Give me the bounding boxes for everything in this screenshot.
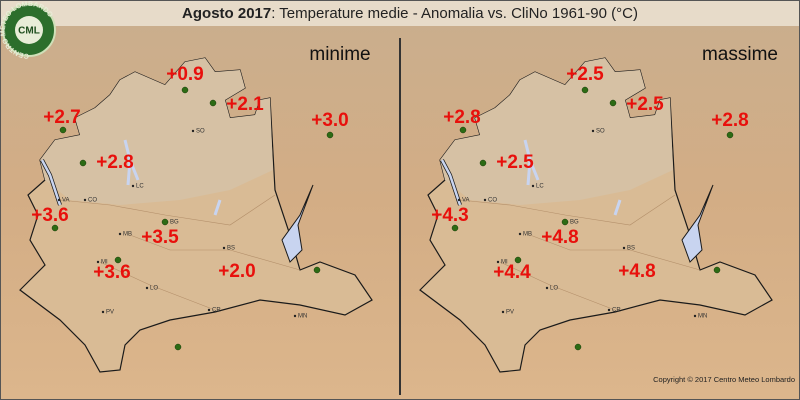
station-dot: [209, 99, 217, 107]
station-dot: [161, 218, 169, 226]
title-rest: : Temperature medie - Anomalia vs. CliNo…: [271, 5, 638, 22]
anomaly-label: +2.5: [566, 64, 604, 85]
city-label: VA: [62, 198, 70, 204]
station-dot: [51, 224, 59, 232]
city-dot: [83, 198, 87, 202]
city-dot: [545, 286, 549, 290]
station-dot: [451, 224, 459, 232]
station-dot: [114, 256, 122, 264]
anomaly-label: +2.1: [226, 94, 264, 115]
title: Agosto 2017: Temperature medie - Anomali…: [182, 5, 638, 22]
city-dot: [607, 308, 611, 312]
city-label: BS: [227, 246, 235, 252]
anomaly-label: +2.8: [443, 107, 481, 128]
anomaly-label: +3.6: [93, 262, 131, 283]
title-bold: Agosto 2017: [182, 5, 271, 22]
city-label: MB: [523, 232, 532, 238]
city-dot: [293, 314, 297, 318]
city-label: SO: [596, 129, 605, 135]
logo-center: [15, 16, 43, 44]
anomaly-label: +3.5: [141, 227, 179, 248]
city-dot: [118, 232, 122, 236]
station-dot: [726, 131, 734, 139]
city-label: PV: [106, 310, 114, 316]
city-dot: [57, 198, 61, 202]
station-dot: [713, 266, 721, 274]
station-dot: [514, 256, 522, 264]
anomaly-label: +2.8: [711, 110, 749, 131]
anomaly-label: +2.7: [43, 107, 81, 128]
city-dot: [518, 232, 522, 236]
city-label: LO: [150, 286, 158, 292]
station-dot: [79, 159, 87, 167]
city-dot: [145, 286, 149, 290]
city-label: LO: [550, 286, 558, 292]
city-label: BG: [570, 220, 579, 226]
station-dot: [181, 86, 189, 94]
city-dot: [131, 184, 135, 188]
station-dot: [574, 343, 582, 351]
station-dot: [174, 343, 182, 351]
city-label: CO: [88, 198, 97, 204]
anomaly-label: +4.3: [431, 205, 469, 226]
anomaly-label: +0.9: [166, 64, 204, 85]
anomaly-label: +4.8: [618, 261, 656, 282]
city-label: MB: [123, 232, 132, 238]
anomaly-label: +4.8: [541, 227, 579, 248]
anomaly-label: +2.0: [218, 261, 256, 282]
city-label: LC: [136, 184, 144, 190]
panel-label: minime: [309, 44, 370, 65]
city-dot: [501, 310, 505, 314]
city-label: CR: [212, 308, 221, 314]
city-dot: [693, 314, 697, 318]
city-label: MI: [501, 260, 508, 266]
station-dot: [479, 159, 487, 167]
city-dot: [531, 184, 535, 188]
city-dot: [222, 246, 226, 250]
anomaly-label: +3.6: [31, 205, 69, 226]
city-label: MI: [101, 260, 108, 266]
city-label: MN: [698, 314, 707, 320]
city-label: LC: [536, 184, 544, 190]
anomaly-label: +2.5: [496, 152, 534, 173]
city-dot: [457, 198, 461, 202]
city-dot: [191, 129, 195, 133]
city-label: CO: [488, 198, 497, 204]
city-dot: [496, 260, 500, 264]
station-dot: [609, 99, 617, 107]
station-dot: [561, 218, 569, 226]
logo-abbr: CML: [18, 26, 40, 37]
panel-label: massime: [702, 44, 778, 65]
station-dot: [313, 266, 321, 274]
city-dot: [622, 246, 626, 250]
city-label: CR: [612, 308, 621, 314]
station-dot: [326, 131, 334, 139]
city-label: MN: [298, 314, 307, 320]
city-dot: [207, 308, 211, 312]
city-label: BG: [170, 220, 179, 226]
title-bar: [0, 0, 800, 26]
anomaly-label: +2.8: [96, 152, 134, 173]
anomaly-label: +4.4: [493, 262, 531, 283]
copyright: Copyright © 2017 Centro Meteo Lombardo: [653, 375, 795, 384]
station-dot: [581, 86, 589, 94]
city-label: VA: [462, 198, 470, 204]
city-dot: [101, 310, 105, 314]
city-dot: [591, 129, 595, 133]
anomaly-label: +3.0: [311, 110, 349, 131]
station-dot: [459, 126, 467, 134]
city-label: SO: [196, 129, 205, 135]
city-dot: [96, 260, 100, 264]
anomaly-label: +2.5: [626, 94, 664, 115]
city-label: PV: [506, 310, 514, 316]
city-label: BS: [627, 246, 635, 252]
station-dot: [59, 126, 67, 134]
city-dot: [483, 198, 487, 202]
